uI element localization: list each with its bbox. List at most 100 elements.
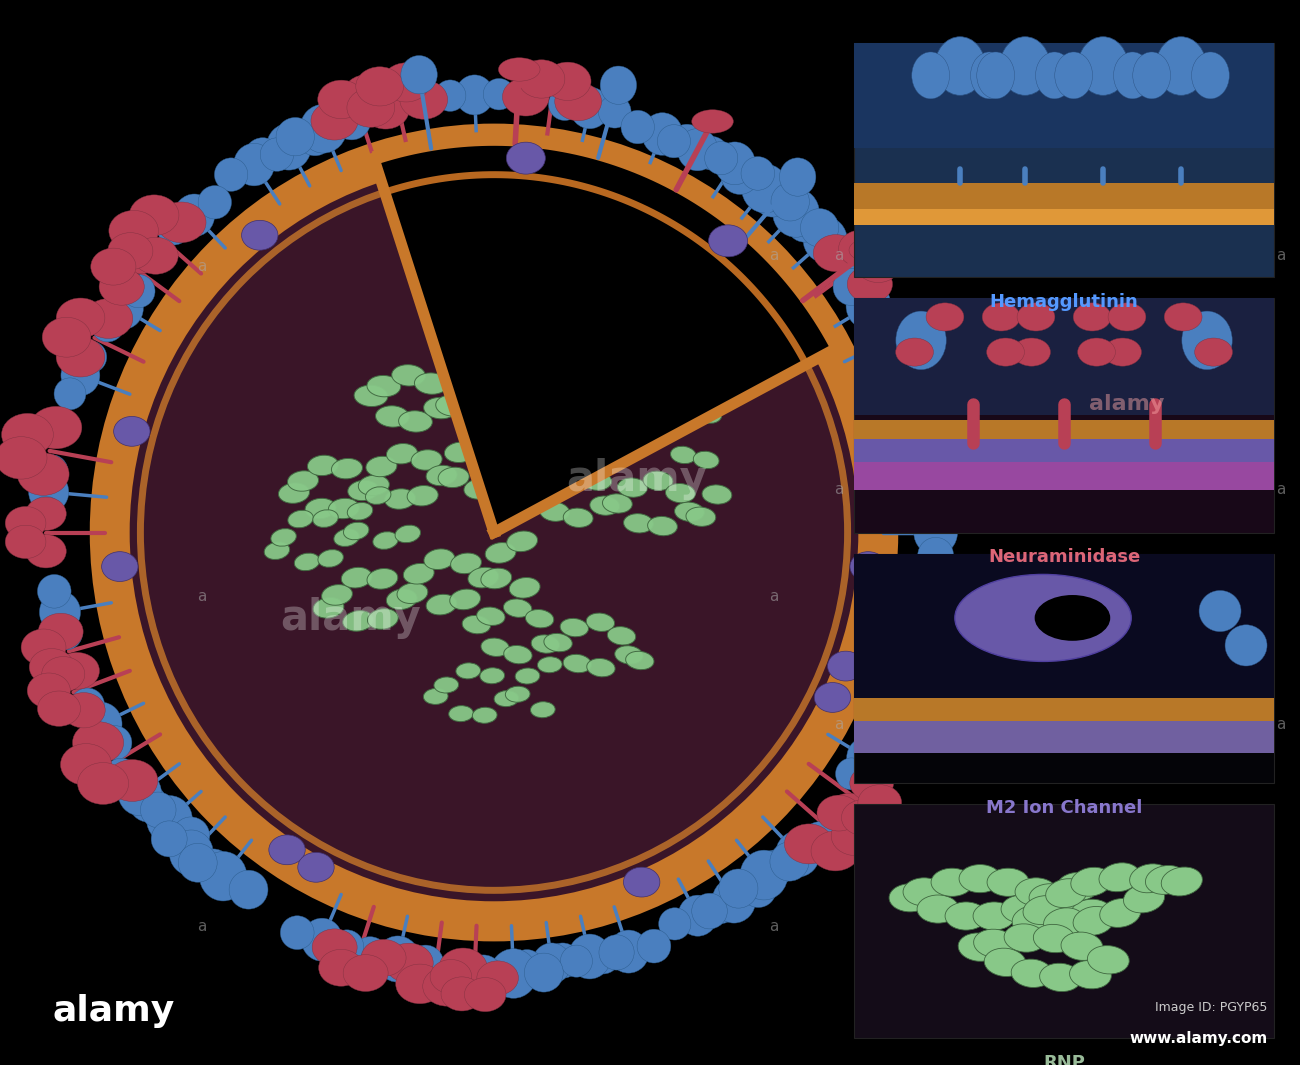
Ellipse shape (659, 907, 690, 940)
Ellipse shape (234, 144, 274, 186)
Ellipse shape (313, 510, 338, 527)
Ellipse shape (503, 645, 532, 663)
Ellipse shape (926, 302, 963, 331)
Ellipse shape (1001, 895, 1043, 923)
Ellipse shape (81, 702, 122, 746)
Ellipse shape (468, 568, 499, 588)
Ellipse shape (456, 662, 481, 678)
Ellipse shape (174, 194, 214, 236)
Ellipse shape (644, 471, 673, 491)
Ellipse shape (441, 977, 482, 1011)
Ellipse shape (786, 206, 823, 242)
Ellipse shape (436, 395, 469, 416)
Ellipse shape (846, 282, 892, 329)
Ellipse shape (1017, 302, 1054, 331)
Ellipse shape (61, 743, 112, 786)
Ellipse shape (354, 386, 387, 407)
Ellipse shape (108, 232, 153, 269)
Ellipse shape (343, 75, 390, 113)
Ellipse shape (510, 577, 540, 599)
Ellipse shape (1071, 867, 1112, 897)
Ellipse shape (55, 653, 99, 689)
Ellipse shape (306, 498, 337, 519)
Ellipse shape (260, 137, 294, 171)
Ellipse shape (1182, 311, 1232, 370)
Ellipse shape (906, 335, 953, 374)
Ellipse shape (343, 522, 369, 540)
Ellipse shape (589, 402, 623, 424)
Text: alamy: alamy (281, 596, 421, 639)
Text: Image ID: PGYP65: Image ID: PGYP65 (1156, 1001, 1268, 1014)
Ellipse shape (624, 867, 660, 897)
Ellipse shape (1044, 907, 1084, 937)
Ellipse shape (407, 945, 443, 982)
Ellipse shape (1192, 52, 1230, 99)
Ellipse shape (39, 591, 81, 634)
Ellipse shape (915, 457, 946, 488)
Ellipse shape (101, 552, 138, 581)
Ellipse shape (506, 142, 545, 174)
Ellipse shape (1013, 905, 1053, 934)
Ellipse shape (1000, 37, 1050, 96)
Ellipse shape (133, 237, 178, 274)
Text: a: a (1275, 717, 1286, 732)
Ellipse shape (99, 268, 144, 306)
Ellipse shape (317, 80, 365, 118)
Ellipse shape (367, 376, 400, 397)
Ellipse shape (897, 627, 944, 676)
Text: a: a (768, 919, 779, 934)
Ellipse shape (318, 949, 364, 986)
Ellipse shape (464, 479, 495, 499)
Ellipse shape (607, 626, 636, 645)
Bar (854, 43, 1274, 148)
Ellipse shape (586, 658, 615, 677)
Ellipse shape (831, 816, 880, 855)
Ellipse shape (365, 456, 396, 477)
Ellipse shape (549, 87, 581, 120)
Ellipse shape (400, 80, 447, 119)
Ellipse shape (519, 480, 549, 499)
Ellipse shape (396, 583, 428, 604)
Ellipse shape (692, 110, 733, 133)
Bar (854, 698, 1274, 725)
Text: a: a (768, 248, 779, 263)
Ellipse shape (772, 189, 819, 237)
Ellipse shape (1074, 302, 1112, 331)
Ellipse shape (385, 944, 433, 983)
Ellipse shape (98, 725, 131, 760)
Ellipse shape (356, 67, 403, 106)
Ellipse shape (974, 929, 1015, 957)
Ellipse shape (653, 425, 679, 442)
Ellipse shape (147, 796, 192, 843)
Ellipse shape (450, 589, 481, 610)
Ellipse shape (586, 613, 615, 632)
Ellipse shape (586, 940, 620, 974)
Polygon shape (374, 138, 837, 532)
Ellipse shape (502, 78, 549, 116)
Ellipse shape (29, 471, 69, 513)
Ellipse shape (714, 142, 755, 184)
Ellipse shape (49, 617, 82, 650)
Ellipse shape (481, 568, 512, 589)
Ellipse shape (771, 182, 810, 222)
Bar (854, 209, 1274, 226)
Ellipse shape (642, 113, 683, 155)
Ellipse shape (266, 124, 311, 170)
Ellipse shape (330, 930, 364, 964)
Bar (854, 721, 1274, 753)
Ellipse shape (430, 960, 472, 994)
Ellipse shape (671, 446, 697, 463)
Ellipse shape (614, 436, 638, 453)
Ellipse shape (1054, 52, 1092, 99)
Ellipse shape (458, 413, 491, 435)
Ellipse shape (1132, 52, 1170, 99)
Ellipse shape (426, 465, 458, 486)
Ellipse shape (1087, 946, 1130, 974)
Ellipse shape (70, 688, 104, 722)
Ellipse shape (376, 406, 410, 427)
Ellipse shape (103, 286, 143, 329)
Ellipse shape (846, 737, 885, 777)
Ellipse shape (264, 542, 290, 559)
Bar (854, 183, 1274, 211)
Ellipse shape (976, 52, 1014, 99)
